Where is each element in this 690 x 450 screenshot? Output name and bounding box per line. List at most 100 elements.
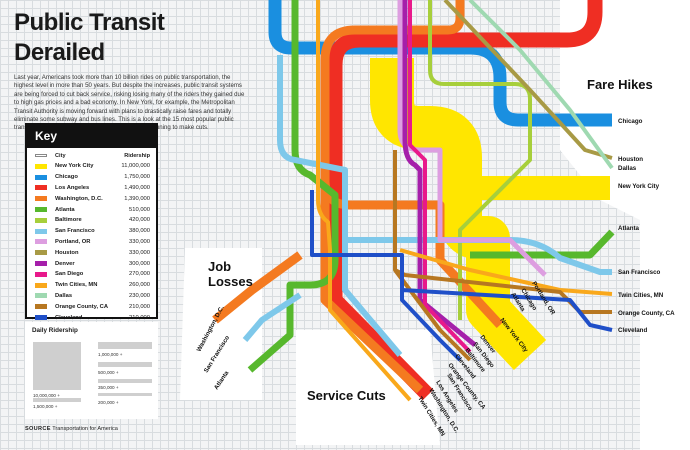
line-los-angeles bbox=[327, 0, 603, 401]
key-ridership-value: 420,000 bbox=[129, 217, 150, 224]
ridership-label-10m: 10,000,000 + bbox=[33, 393, 60, 398]
end-label-houston: Houston bbox=[618, 156, 643, 163]
ridership-box-10m bbox=[33, 342, 81, 390]
key-row: Los Angeles 1,490,000 bbox=[27, 183, 156, 194]
key-ridership-value: 1,390,000 bbox=[124, 195, 150, 202]
page-title: Public Transit Derailed bbox=[14, 9, 165, 66]
end-label-new-york-city: New York City bbox=[618, 183, 660, 190]
key-ridership-value: 330,000 bbox=[129, 238, 150, 245]
key-legend: Key City Ridership New York City 11,000,0… bbox=[25, 123, 158, 321]
region-fare-hikes bbox=[560, 0, 690, 450]
ridership-box-350k bbox=[98, 379, 152, 383]
right-endpoint-labels: Chicago Houston Dallas New York City Atl… bbox=[618, 118, 675, 334]
ridership-label-200k: 200,000 + bbox=[98, 400, 119, 405]
end-label-chicago: Chicago bbox=[618, 118, 643, 125]
ridership-box-1m bbox=[98, 342, 152, 349]
key-swatch bbox=[35, 304, 47, 310]
line-twin-cities bbox=[316, 0, 613, 402]
end-label-atlanta: Atlanta bbox=[618, 225, 640, 232]
key-row: Portland, OR 330,000 bbox=[27, 237, 156, 248]
region-label-fare-hikes: Fare Hikes bbox=[587, 77, 653, 92]
key-city: Atlanta bbox=[55, 206, 75, 213]
line-denver bbox=[402, 0, 477, 347]
key-city: New York City bbox=[55, 163, 94, 170]
key-row: New York City 11,000,000 bbox=[27, 161, 156, 172]
key-row: Orange County, CA 210,000 bbox=[27, 301, 156, 312]
key-ridership-value: 380,000 bbox=[129, 228, 150, 235]
source-label: SOURCE bbox=[25, 426, 51, 432]
key-ridership-value: 1,490,000 bbox=[124, 184, 150, 191]
key-ridership-value: 11,000,000 bbox=[121, 163, 150, 170]
key-swatch bbox=[35, 228, 47, 234]
key-swatch bbox=[35, 217, 47, 223]
key-title: Key bbox=[27, 125, 156, 148]
key-city: San Diego bbox=[55, 271, 84, 278]
key-city: Portland, OR bbox=[55, 238, 91, 245]
key-city: Orange County, CA bbox=[55, 303, 109, 310]
key-row: Denver 300,000 bbox=[27, 258, 156, 269]
key-swatch bbox=[35, 261, 47, 267]
key-row: Dallas 230,000 bbox=[27, 291, 156, 302]
key-city: Houston bbox=[55, 249, 79, 256]
key-column-header: City Ridership bbox=[27, 150, 156, 161]
key-ridership-value: 230,000 bbox=[129, 292, 150, 299]
end-label-dallas: Dallas bbox=[618, 165, 637, 172]
key-ridership-value: 300,000 bbox=[129, 260, 150, 267]
region-label-service-cuts: Service Cuts bbox=[307, 388, 386, 403]
key-city: San Francisco bbox=[55, 228, 95, 235]
key-ridership-value: 260,000 bbox=[129, 282, 150, 289]
key-city: Chicago bbox=[55, 174, 78, 181]
key-rows: New York City 11,000,000 Chicago 1,750,000 L… bbox=[27, 161, 156, 323]
key-city: Cleveland bbox=[55, 314, 83, 321]
key-col-ridership: Ridership bbox=[124, 152, 150, 159]
key-swatch bbox=[35, 315, 47, 321]
key-ridership-value: 330,000 bbox=[129, 249, 150, 256]
key-city: Baltimore bbox=[55, 217, 82, 224]
ridership-box-500k bbox=[98, 362, 152, 367]
key-ridership-value: 270,000 bbox=[129, 271, 150, 278]
key-col-city: City bbox=[55, 152, 66, 159]
line-baltimore bbox=[428, 0, 532, 320]
key-city: Dallas bbox=[55, 292, 73, 299]
region-label-job-losses: Job Losses bbox=[208, 259, 253, 289]
end-label-san-francisco: San Francisco bbox=[618, 269, 661, 276]
ridership-box-1-5m bbox=[33, 398, 81, 402]
ridership-label-500k: 500,000 + bbox=[98, 370, 119, 375]
key-swatch bbox=[35, 174, 47, 180]
key-city: Los Angeles bbox=[55, 184, 90, 191]
ridership-box-200k bbox=[98, 393, 152, 396]
line-portland bbox=[397, 0, 547, 277]
key-swatch bbox=[35, 163, 47, 169]
region-service-cuts bbox=[296, 330, 440, 445]
ridership-label-350k: 350,000 + bbox=[98, 385, 119, 390]
key-swatch bbox=[35, 239, 47, 245]
line-chicago bbox=[268, 0, 612, 127]
key-swatch bbox=[35, 293, 47, 299]
ridership-label-1-5m: 1,500,000 + bbox=[33, 404, 58, 409]
key-swatch bbox=[35, 271, 47, 277]
intro-panel: Public Transit Derailed Last year, Ameri… bbox=[14, 8, 246, 133]
end-label-orange-county: Orange County, CA bbox=[618, 310, 675, 317]
key-swatch bbox=[35, 185, 47, 191]
key-ridership-value: 510,000 bbox=[129, 206, 150, 213]
line-dallas bbox=[468, 0, 614, 170]
key-city: Washington, D.C. bbox=[55, 195, 103, 202]
daily-ridership-panel: Daily Ridership 10,000,000 + 1,500,000 +… bbox=[25, 322, 158, 419]
key-row: Cleveland 210,000 bbox=[27, 312, 156, 323]
key-row: Twin Cities, MN 260,000 bbox=[27, 280, 156, 291]
key-header-swatch bbox=[35, 154, 47, 157]
line-houston bbox=[443, 0, 613, 160]
key-row: Chicago 1,750,000 bbox=[27, 172, 156, 183]
key-swatch bbox=[35, 196, 47, 202]
line-cleveland bbox=[310, 190, 613, 362]
key-ridership-value: 1,750,000 bbox=[124, 174, 150, 181]
line-san-diego bbox=[408, 0, 472, 354]
key-row: Houston 330,000 bbox=[27, 247, 156, 258]
key-row: San Diego 270,000 bbox=[27, 269, 156, 280]
key-ridership-value: 210,000 bbox=[129, 303, 150, 310]
key-city: Denver bbox=[55, 260, 75, 267]
end-label-twin-cities: Twin Cities, MN bbox=[618, 292, 664, 299]
key-city: Twin Cities, MN bbox=[55, 282, 98, 289]
key-swatch bbox=[35, 207, 47, 213]
